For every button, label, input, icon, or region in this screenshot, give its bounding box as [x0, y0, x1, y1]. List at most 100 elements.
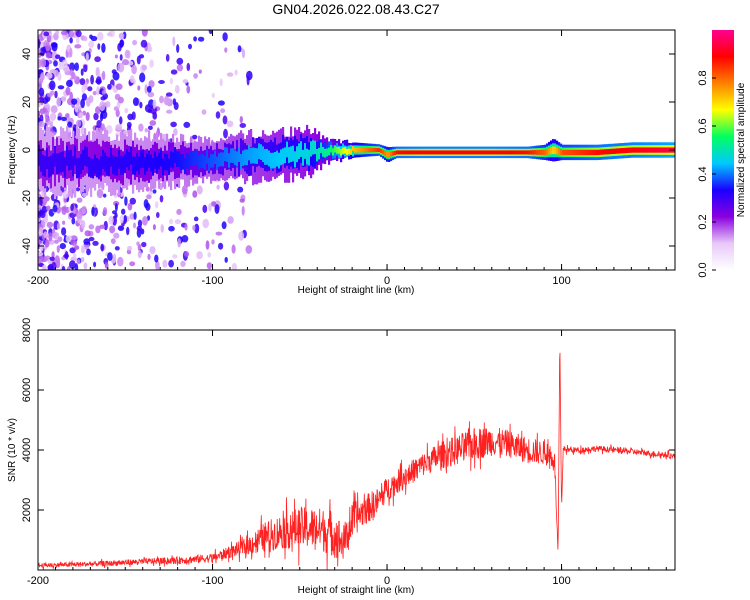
spectrogram-noise-cell: [144, 84, 148, 94]
spectrogram-noise-cell: [119, 39, 124, 48]
spectrogram-noise-cell: [216, 184, 220, 190]
spectrogram-noise-cell: [231, 244, 236, 254]
spectrogram-band-cell: [570, 149, 573, 156]
spectrogram-noise-cell: [70, 239, 78, 246]
spectrogram-noise-cell: [224, 47, 228, 53]
spectrogram-noise-cell: [57, 71, 62, 81]
spectrogram-noise-cell: [100, 96, 106, 101]
spectrogram-noise-cell: [77, 218, 83, 224]
spectrogram-noise-cell: [172, 36, 176, 47]
spectrogram-band-cell: [322, 147, 325, 157]
spectrogram-noise-cell: [184, 251, 190, 257]
spectrogram-band-cell: [212, 154, 215, 168]
spectrogram-band-cell: [458, 150, 461, 155]
spectrogram-noise-cell: [112, 71, 120, 81]
spectrogram-noise-cell: [172, 254, 178, 259]
spectrogram-noise-cell: [92, 90, 97, 96]
spectrogram-band-cell: [354, 147, 357, 153]
spectrogram-noise-cell: [97, 43, 101, 50]
spectrogram-noise-cell: [81, 192, 88, 197]
spectrogram-band-cell: [454, 150, 457, 155]
spectrogram-noise-cell: [46, 205, 51, 211]
spectrogram-noise-cell: [112, 253, 117, 264]
spectrogram-noise-cell: [56, 97, 61, 108]
spectrogram-band-cell: [528, 150, 531, 155]
spectrogram-band-cell: [598, 149, 601, 155]
spectrogram-noise-cell: [176, 57, 184, 65]
spectrogram-band-cell: [302, 149, 305, 166]
spectrogram-band-cell: [238, 149, 241, 177]
spectrogram-band-cell: [346, 149, 349, 155]
spectrogram-noise-cell: [39, 210, 46, 219]
spectrogram-band-cell: [624, 147, 627, 154]
spectrogram-band-cell: [222, 152, 225, 167]
spectrogram-band-cell: [596, 149, 599, 156]
spectrogram-noise-cell: [74, 62, 79, 71]
spectrogram-noise-cell: [124, 196, 128, 206]
spectrogram-band-cell: [242, 150, 245, 166]
spectrogram-band-cell: [428, 150, 431, 155]
spectrogram-band-cell: [124, 154, 127, 173]
spectrogram-noise-cell: [66, 79, 73, 87]
spectrogram-noise-cell: [57, 116, 62, 121]
spectrogram-band-cell: [474, 150, 477, 155]
spectrogram-band-cell: [252, 147, 255, 164]
spectrogram-noise-cell: [38, 217, 41, 222]
spectrogram-band-cell: [576, 149, 579, 156]
spectrogram-band-cell: [148, 150, 151, 168]
spectrogram-band-cell: [636, 147, 639, 153]
spectrogram-band-cell: [40, 150, 43, 172]
spectrogram-band-cell: [228, 153, 231, 168]
spectrogram-noise-cell: [61, 227, 67, 236]
chart-title: GN04.2026.022.08.43.C27: [272, 1, 440, 17]
spectrogram-band-cell: [654, 147, 657, 153]
spectrogram-noise-cell: [196, 185, 203, 195]
spectrogram-band-cell: [580, 149, 583, 156]
spectrogram-band-cell: [390, 151, 393, 157]
spectrogram-noise-cell: [155, 260, 160, 270]
spectrogram-noise-cell: [107, 252, 113, 261]
spectrogram-noise-cell: [99, 101, 106, 112]
spectrogram-noise-cell: [136, 55, 141, 65]
spectrogram-noise-cell: [105, 101, 111, 108]
spectrogram-noise-cell: [106, 32, 113, 37]
spectrogram-band-cell: [482, 150, 485, 155]
spectrogram-noise-cell: [88, 95, 94, 104]
spectrogram-noise-cell: [38, 87, 45, 97]
colorbar-tick-label: 0.6: [697, 118, 709, 133]
spectrogram-band-cell: [106, 156, 109, 176]
spectrogram-band-cell: [118, 150, 121, 169]
spectrogram-band-cell: [218, 153, 221, 167]
spectrogram-band-cell: [516, 150, 519, 155]
spectrogram-band-cell: [236, 151, 239, 167]
colorbar-gradient: [712, 30, 734, 270]
spectrogram-noise-cell: [51, 51, 58, 62]
spectrogram-noise-cell: [170, 121, 177, 128]
spectrogram-noise-cell: [193, 36, 198, 42]
spectrogram-noise-cell: [202, 204, 208, 213]
spectrogram-band-cell: [254, 147, 257, 164]
spectrogram-noise-cell: [137, 250, 142, 259]
spectrogram-band-cell: [334, 145, 337, 153]
spectrogram-noise-cell: [215, 111, 221, 119]
spectrogram-noise-cell: [119, 187, 123, 193]
spectrogram-band-cell: [344, 147, 347, 154]
spectrogram-noise-cell: [61, 266, 66, 270]
spectrogram-band-cell: [592, 149, 595, 156]
spectrogram-band-cell: [290, 146, 293, 163]
spectrogram-band-cell: [38, 144, 41, 166]
spectrogram-noise-cell: [52, 232, 60, 240]
spectrogram-band-cell: [648, 147, 651, 153]
spectrogram-band-cell: [506, 150, 509, 155]
spectrogram-noise-cell: [165, 54, 170, 62]
spectrogram-noise-cell: [149, 246, 156, 255]
spectrogram-band-cell: [430, 150, 433, 155]
spectrogram-band-cell: [632, 147, 635, 153]
spectrogram-noise-cell: [139, 72, 146, 83]
spectrogram-band-cell: [104, 152, 107, 172]
spectrogram-noise-cell: [43, 231, 48, 239]
spectrogram-noise-cell: [222, 32, 228, 42]
spectrogram-band-cell: [166, 154, 169, 171]
spectrogram-noise-cell: [71, 217, 76, 225]
spectrogram-noise-cell: [91, 206, 95, 216]
